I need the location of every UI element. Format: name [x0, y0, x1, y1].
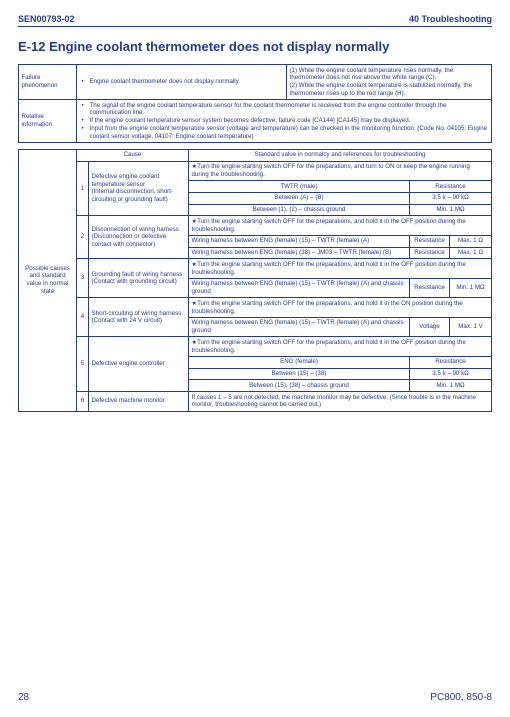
model-number: PC800, 850-8 [430, 692, 492, 703]
cause-3: Grounding fault of wiring harness (Conta… [89, 259, 189, 298]
troubleshooting-table: Possible causes and standard value in no… [18, 149, 492, 412]
doc-number: SEN00793-02 [18, 14, 75, 24]
c4-r1a: Wiring harness between ENG (female) (15)… [189, 317, 410, 337]
c3-r1a: Wiring harness between ENG (female) (15)… [189, 278, 410, 298]
c1-r1a: Between (A) – (B) [189, 192, 410, 204]
c5-h2: Resistance [410, 356, 492, 368]
cause-5: Defective engine controller [89, 337, 189, 392]
c5-h1: ENG (female) [189, 356, 410, 368]
relative-info-2: If the engine coolant temperature sensor… [80, 117, 489, 125]
cause-3-prep: ★Turn the engine starting switch OFF for… [189, 259, 492, 279]
c2-r1a: Wiring harness between ENG (female) (15)… [189, 235, 410, 247]
section-title: 40 Troubleshooting [409, 14, 492, 24]
cause-2-num: 2 [77, 216, 89, 259]
c5-r1a: Between (15) – (38) [189, 368, 410, 380]
cause-2-prep: ★Turn the engine starting switch OFF for… [189, 216, 492, 236]
page-footer: 28 PC800, 850-8 [18, 692, 492, 703]
cause-6-text: If causes 1 – 5 are not detected, the ma… [189, 392, 492, 412]
cause-3-num: 3 [77, 259, 89, 298]
c2-r1b: Resistance [410, 235, 450, 247]
failure-phenomenon-label: Failure phenomenon [19, 65, 77, 100]
c5-r2b: Min. 1 MΩ [410, 380, 492, 392]
page-title: E-12 Engine coolant thermometer does not… [18, 39, 492, 54]
page-number: 28 [18, 692, 29, 703]
c1-r1b: 3.5 k – 90 kΩ [410, 192, 492, 204]
cause-1: Defective engine coolant temperature sen… [89, 161, 189, 216]
cause-5-num: 5 [77, 337, 89, 392]
cause-4: Short-circuiting of wiring harness (Cont… [89, 298, 189, 337]
c2-r2c: Max. 1 Ω [450, 247, 492, 259]
cause-2: Disconnection of wiring harness (Disconn… [89, 216, 189, 259]
failure-info-table: Failure phenomenon Engine coolant thermo… [18, 64, 492, 143]
c1-h1: TWTR (male) [189, 181, 410, 193]
c5-r1b: 3.5 k – 90 kΩ [410, 368, 492, 380]
page-header: SEN00793-02 40 Troubleshooting [18, 14, 492, 27]
cause-5-prep: ★Turn the engine starting switch OFF for… [189, 337, 492, 357]
cause-6: Defective machine monitor [89, 392, 189, 412]
relative-info-3: Input from the engine coolant temperatur… [80, 125, 489, 141]
standard-header: Standard value in normalcy and reference… [189, 149, 492, 161]
c2-r2a: Wiring harness between ENG (female) (38)… [189, 247, 410, 259]
cause-6-num: 6 [77, 392, 89, 412]
c1-r2b: Min. 1 MΩ [410, 204, 492, 216]
c4-r1c: Max. 1 V [450, 317, 492, 337]
c3-r1c: Min. 1 MΩ [450, 278, 492, 298]
c3-r1b: Resistance [410, 278, 450, 298]
failure-phenomenon-detail: (1) While the engine coolant temperature… [287, 65, 492, 100]
cause-4-prep: ★Turn the engine starting switch OFF for… [189, 298, 492, 318]
relative-info-label: Relative information [19, 100, 77, 143]
c4-r1b: Voltage [410, 317, 450, 337]
c1-h2: Resistance [410, 181, 492, 193]
cause-header: Cause [77, 149, 189, 161]
c1-r2a: Between (1), (2) – chassis ground [189, 204, 410, 216]
cause-1-num: 1 [77, 161, 89, 216]
c2-r1c: Max. 1 Ω [450, 235, 492, 247]
failure-phenomenon-text: Engine coolant thermometer does not disp… [80, 78, 284, 86]
c2-r2b: Resistance [410, 247, 450, 259]
cause-1-prep: ★Turn the engine starting switch OFF for… [189, 161, 492, 181]
possible-causes-label: Possible causes and standard value in no… [19, 149, 77, 411]
cause-4-num: 4 [77, 298, 89, 337]
relative-info-1: The signal of the engine coolant tempera… [80, 102, 489, 118]
c5-r2a: Between (15), (38) – chassis ground [189, 380, 410, 392]
